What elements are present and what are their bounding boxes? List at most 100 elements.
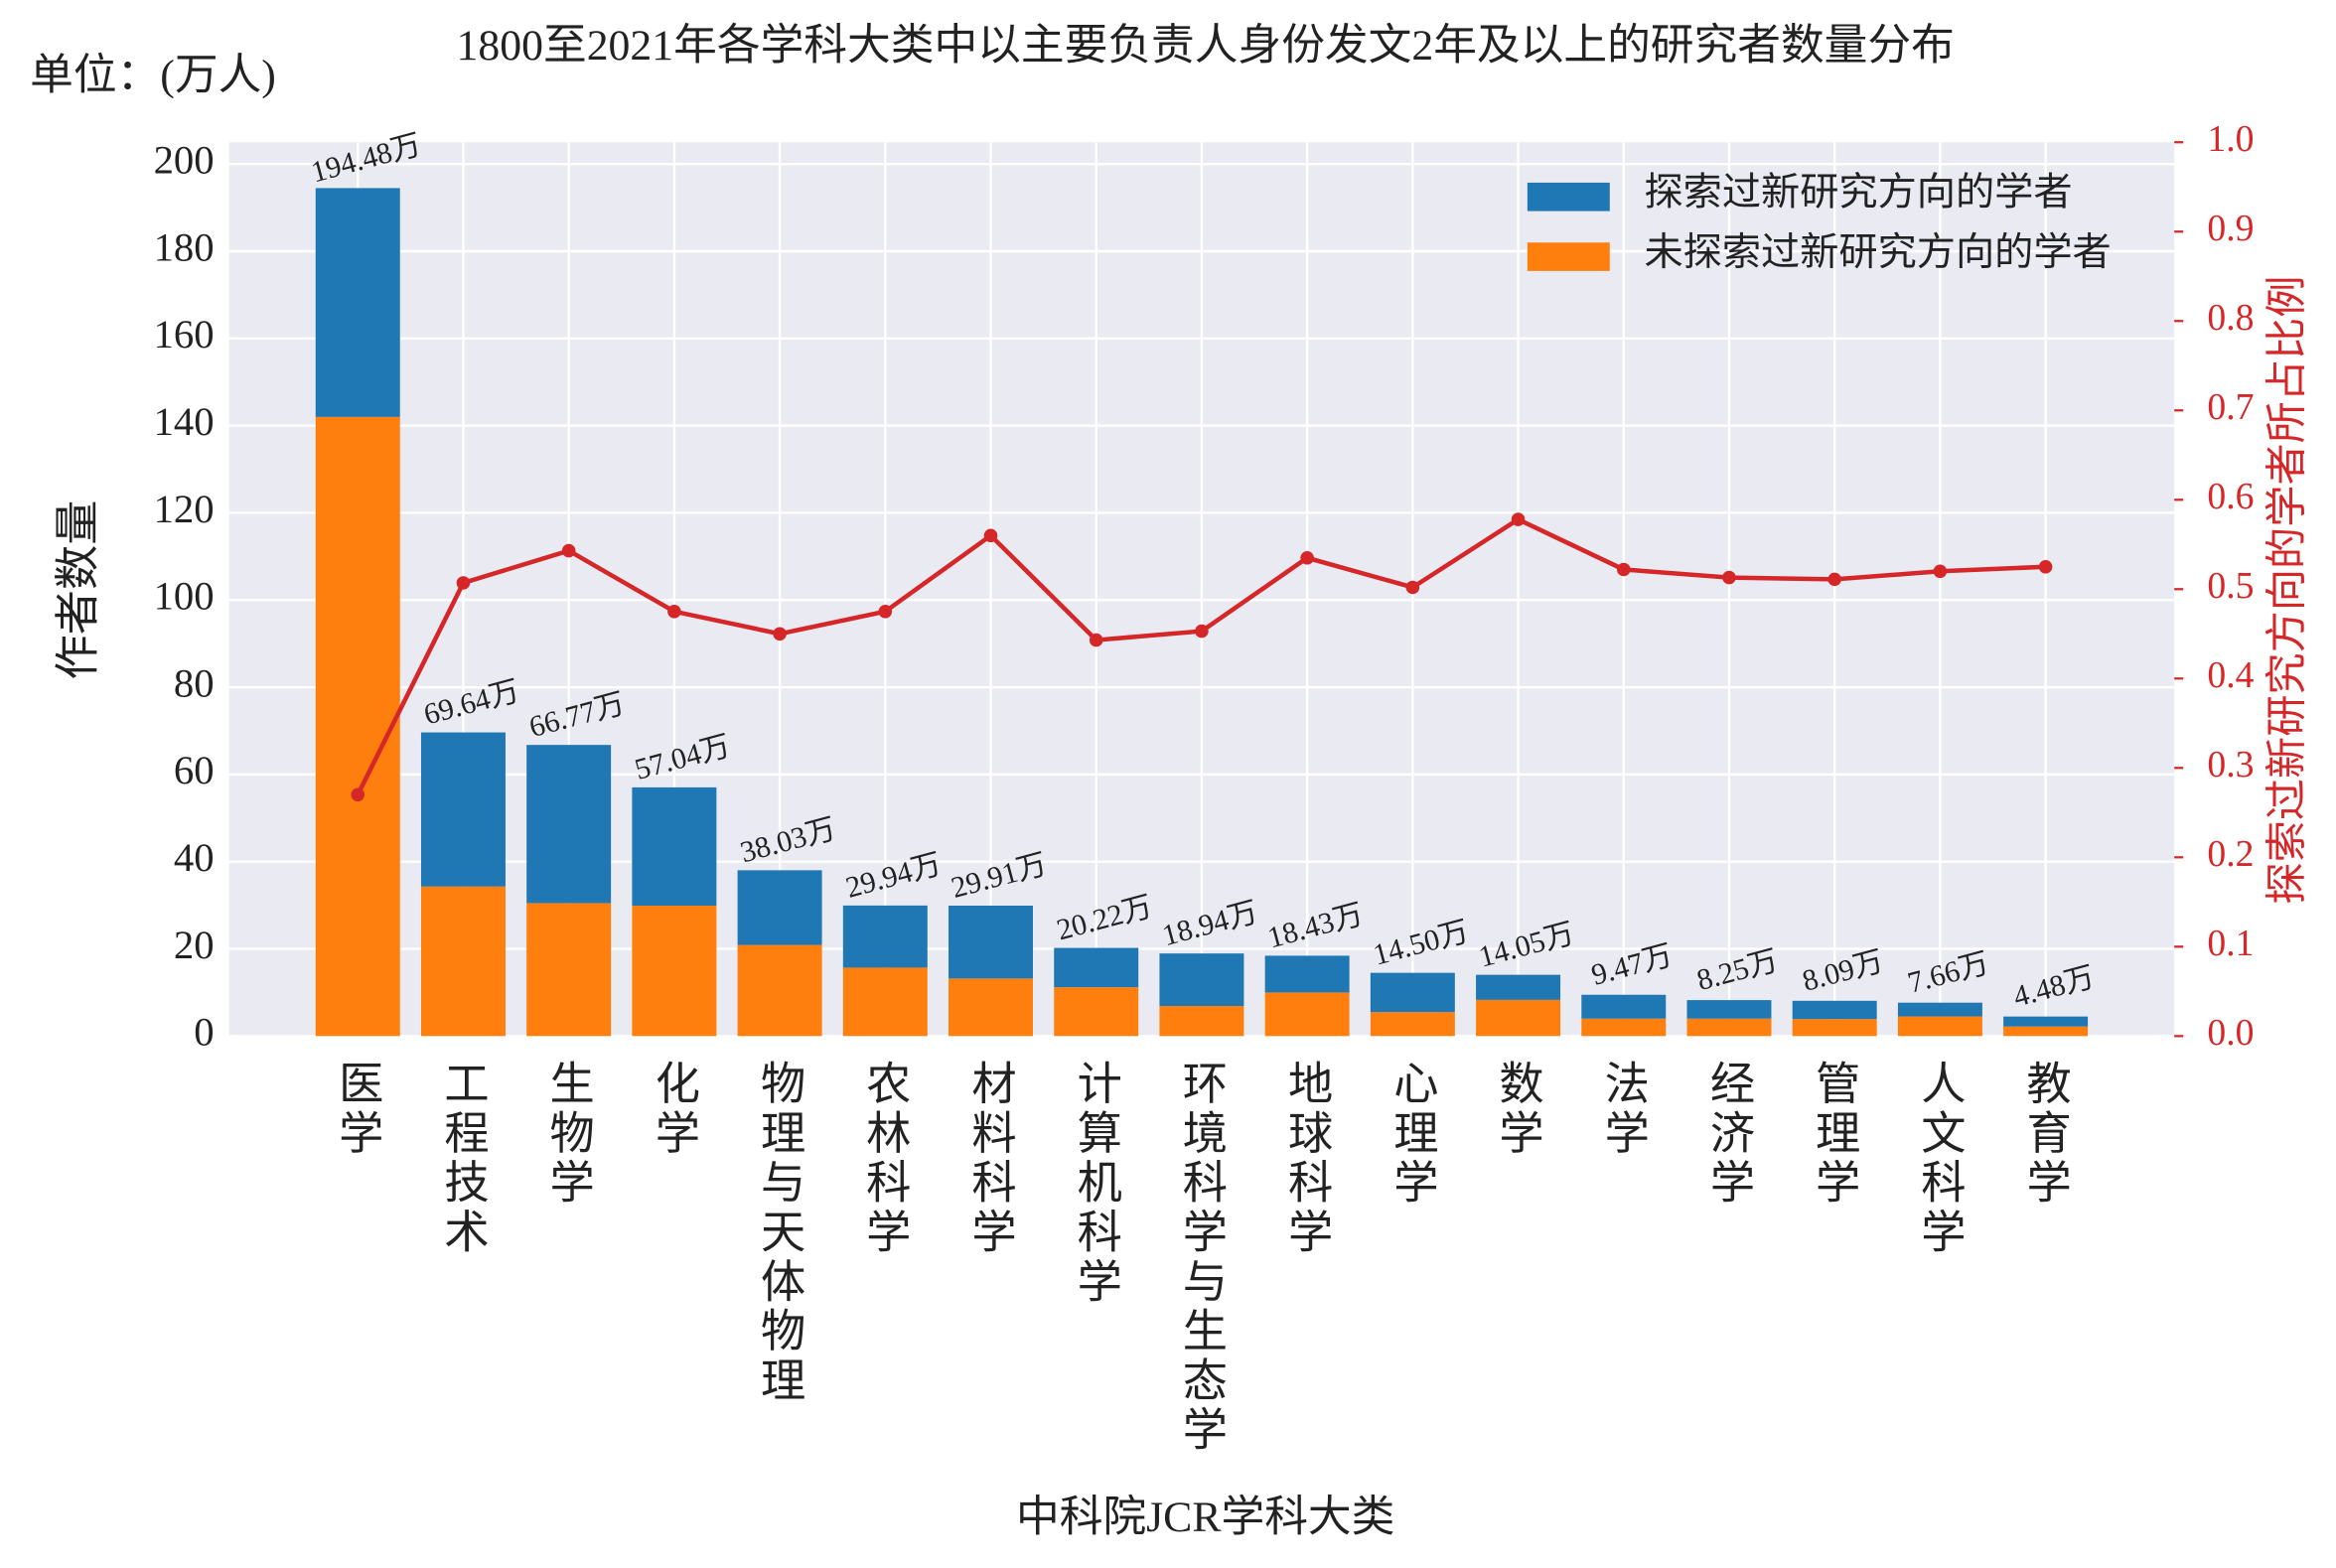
bar-segment: [1581, 1018, 1667, 1037]
bar-segment: [1370, 1012, 1455, 1037]
y-tick-label: 200: [154, 138, 215, 183]
x-tick-label: 农林科学: [860, 1060, 910, 1257]
x-tick-label: 医学: [333, 1060, 382, 1159]
bar-segment: [315, 188, 400, 417]
x-tick-label: 数学: [1494, 1060, 1543, 1159]
x-tick-label: 环境科学与生态学: [1177, 1060, 1227, 1455]
ratio-point: [1300, 550, 1314, 565]
y2-tick-label: 0.4: [2207, 654, 2254, 696]
ratio-point: [1722, 570, 1736, 585]
x-tick-label: 人文科学: [1915, 1060, 1965, 1257]
y-tick-label: 20: [174, 923, 215, 967]
bar-segment: [949, 978, 1033, 1037]
bar-segment: [632, 906, 717, 1037]
bar-segment: [420, 732, 506, 887]
y2-tick-label: 0.2: [2207, 833, 2254, 875]
y-tick-label: 160: [154, 312, 215, 356]
bar-segment: [1370, 972, 1455, 1013]
bar-segment: [1054, 987, 1139, 1037]
ratio-point: [1511, 512, 1526, 526]
legend-swatch: [1527, 182, 1610, 212]
bar-segment: [949, 906, 1033, 979]
bar-segment: [1792, 1019, 1877, 1037]
ratio-point: [1827, 572, 1841, 587]
ratio-point: [456, 576, 471, 590]
plot-root: 1800至2021年各学科大类中以主要负责人身份发文2年及以上的研究者数量分布 …: [30, 22, 2310, 1541]
x-tick-label: 经济学: [1704, 1060, 1754, 1208]
unit-label: 单位：(万人): [30, 52, 276, 99]
x-tick-label: 心理学: [1387, 1060, 1437, 1208]
y2-tick-label: 0.7: [2207, 386, 2254, 428]
bar-segment: [420, 886, 506, 1037]
x-tick-label: 计算机科学: [1072, 1060, 1121, 1307]
y2-tick-label: 0.9: [2207, 208, 2254, 249]
bar-segment: [526, 745, 612, 904]
ratio-point: [1195, 624, 1209, 639]
y-tick-label: 40: [174, 835, 215, 880]
x-tick-label: 工程技术: [438, 1060, 488, 1257]
ratio-point: [1089, 633, 1103, 647]
bar-segment: [1264, 992, 1350, 1037]
bar-segment: [2003, 1016, 2089, 1027]
bar-segment: [1581, 994, 1667, 1019]
ratio-point: [773, 627, 787, 641]
ratio-point: [1616, 562, 1631, 577]
bar-segment: [1792, 1000, 1877, 1020]
bar-segment: [1264, 955, 1350, 993]
bar-segment: [315, 416, 400, 1037]
y2-tick-label: 0.1: [2207, 923, 2254, 964]
y2-axis-label: 探索过新研究方向的学者所占比例: [2263, 276, 2310, 905]
bar-segment: [632, 786, 717, 907]
bar-segment: [737, 870, 822, 945]
legend-label: 探索过新研究方向的学者: [1644, 172, 2072, 214]
bar-segment: [1054, 947, 1139, 988]
bar-segment: [1476, 974, 1561, 1000]
x-tick-label: 生物学: [544, 1060, 594, 1208]
x-tick-label: 材料科学: [966, 1060, 1016, 1257]
y-tick-label: 140: [154, 399, 215, 444]
x-axis-label: 中科院JCR学科大类: [1016, 1494, 1394, 1541]
bar-segment: [842, 905, 928, 968]
bar-segment: [842, 967, 928, 1037]
bar-segment: [1897, 1002, 1982, 1017]
y-axis-label: 作者数量: [53, 500, 102, 680]
ratio-point: [351, 787, 365, 802]
ratio-point: [878, 604, 893, 619]
x-tick-label: 法学: [1599, 1060, 1649, 1159]
bar-segment: [2003, 1026, 2089, 1037]
x-tick-label: 教育学: [2021, 1060, 2071, 1208]
ratio-point: [1933, 564, 1948, 579]
x-tick-label: 管理学: [1810, 1060, 1859, 1208]
y2-tick-label: 1.0: [2207, 118, 2254, 160]
x-tick-label: 物理与天体物理: [755, 1060, 804, 1405]
y2-tick-label: 0.5: [2207, 565, 2254, 607]
legend-label: 未探索过新研究方向的学者: [1644, 231, 2111, 274]
bar-segment: [1159, 953, 1244, 1007]
y-tick-label: 60: [174, 748, 215, 792]
ratio-point: [667, 604, 681, 619]
y-tick-label: 100: [154, 574, 215, 619]
y2-tick-label: 0.3: [2207, 744, 2254, 785]
bar-segment: [1159, 1006, 1244, 1037]
ratio-point: [2038, 559, 2053, 574]
bar-segment: [1897, 1016, 1982, 1037]
ratio-point: [561, 543, 576, 558]
y-tick-label: 80: [174, 660, 215, 705]
bar-segment: [737, 944, 822, 1037]
legend-swatch: [1527, 242, 1610, 271]
ratio-point: [1405, 580, 1420, 595]
bar-segment: [526, 903, 612, 1037]
bar-segment: [1686, 1018, 1772, 1037]
y2-tick-label: 0.0: [2207, 1012, 2254, 1054]
x-tick-label: 化学: [650, 1060, 699, 1159]
bar-segment: [1686, 1000, 1772, 1019]
y-tick-label: 180: [154, 224, 215, 269]
ratio-point: [983, 528, 998, 543]
bar-segment: [1476, 999, 1561, 1037]
y2-tick-label: 0.8: [2207, 297, 2254, 339]
y-tick-label: 0: [194, 1010, 214, 1055]
y2-tick-label: 0.6: [2207, 476, 2254, 517]
x-tick-label: 地球科学: [1282, 1060, 1332, 1257]
y-tick-label: 120: [154, 487, 215, 531]
